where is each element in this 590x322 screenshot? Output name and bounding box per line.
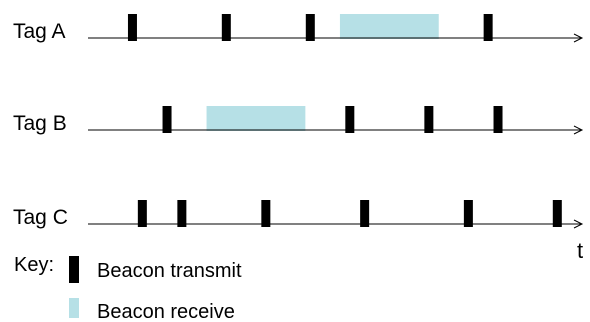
legend: Key: Beacon transmit Beacon receive (14, 254, 242, 322)
tag-label: Tag B (13, 112, 67, 135)
legend-receive-swatch (69, 298, 79, 318)
beacon-transmit-mark (162, 106, 172, 133)
beacon-transmit-mark (463, 200, 473, 227)
tag-label: Tag C (13, 206, 68, 229)
tag-row: Tag C (13, 200, 584, 229)
beacon-transmit-mark (137, 200, 147, 227)
tag-row: Tag B (13, 106, 584, 135)
time-axis-arrowhead (573, 219, 584, 229)
beacon-transmit-mark (261, 200, 271, 227)
tag-row: Tag A (13, 14, 584, 43)
timeline-rows: Tag A Tag B Tag C (13, 14, 584, 229)
legend-transmit-label: Beacon transmit (97, 260, 242, 282)
beacon-transmit-mark (305, 14, 315, 41)
beacon-transmit-mark (483, 14, 493, 41)
beacon-transmit-mark (552, 200, 562, 227)
beacon-receive-window (339, 14, 439, 39)
beacon-transmit-mark (127, 14, 137, 41)
tag-label: Tag A (13, 20, 66, 43)
legend-receive-label: Beacon receive (97, 301, 235, 322)
beacon-receive-window (206, 106, 306, 131)
beacon-transmit-mark (493, 106, 503, 133)
legend-title: Key: (14, 254, 54, 276)
beacon-transmit-mark (177, 200, 187, 227)
beacon-transmit-mark (345, 106, 355, 133)
time-axis-label: t (577, 238, 583, 263)
time-axis-arrowhead (573, 33, 584, 43)
time-axis-arrowhead (573, 125, 584, 135)
beacon-transmit-mark (221, 14, 231, 41)
beacon-transmit-mark (360, 200, 370, 227)
legend-transmit-swatch (69, 256, 79, 283)
beacon-transmit-mark (424, 106, 434, 133)
